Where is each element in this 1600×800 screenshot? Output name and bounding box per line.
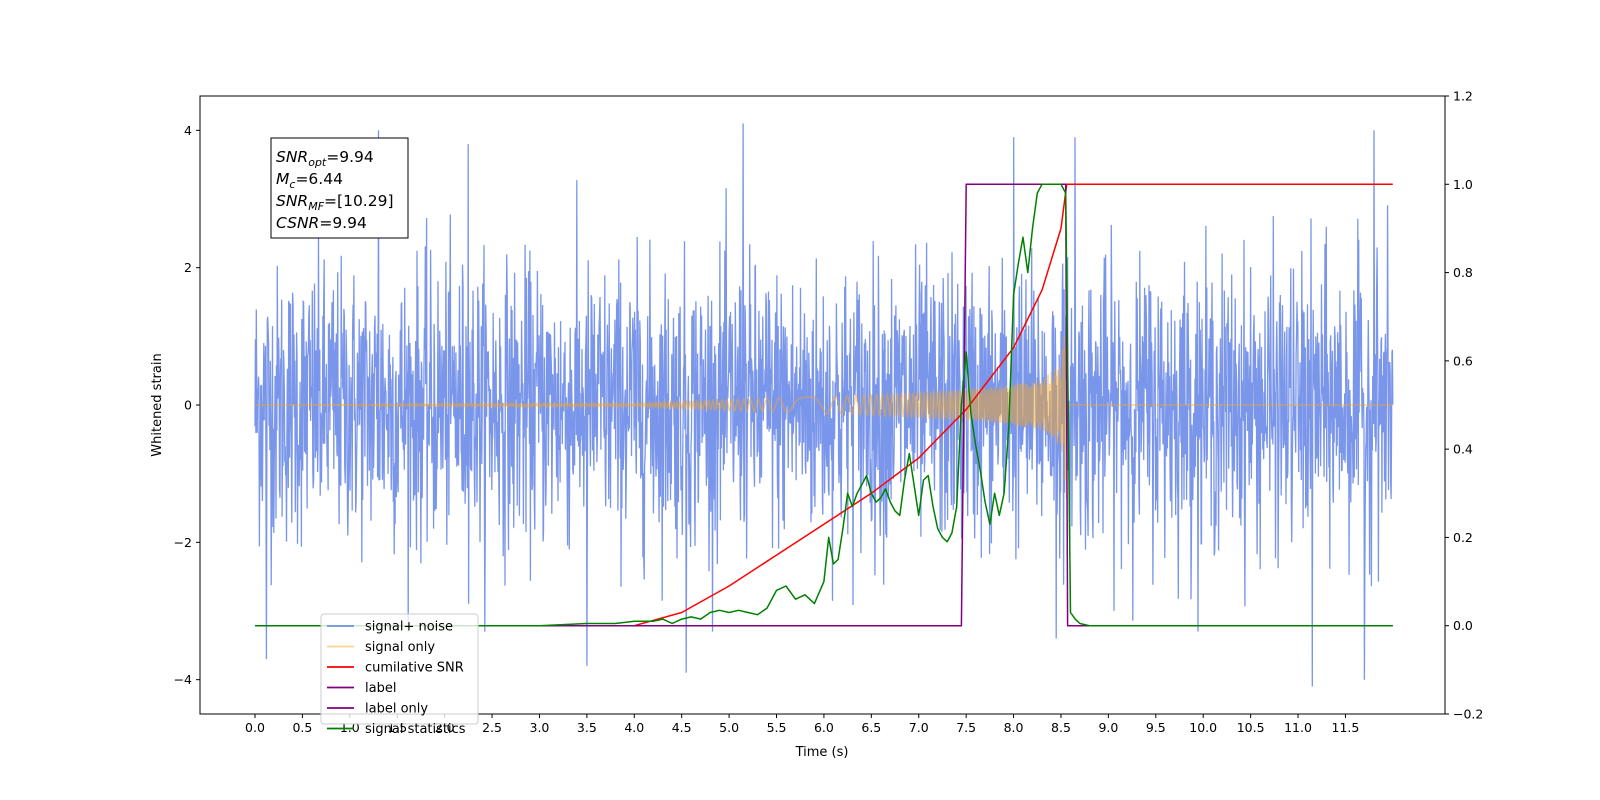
- legend-entry-cumilative-snr: cumilative SNR: [365, 661, 464, 676]
- y-right-tick-label: 1.0: [1453, 177, 1473, 192]
- y-right-tick-label: 0.6: [1453, 353, 1473, 368]
- x-tick-label: 8.0: [1004, 720, 1024, 735]
- annotation-symbol: M: [276, 170, 289, 188]
- x-tick-label: 5.0: [719, 720, 739, 735]
- x-tick-label: 4.0: [624, 720, 644, 735]
- x-axis-label: Time (s): [795, 745, 849, 760]
- data-layer: [254, 123, 1394, 687]
- x-tick-label: 10.5: [1237, 720, 1265, 735]
- legend-entry-label: label: [365, 681, 396, 696]
- y-right-tick-label: 0.8: [1453, 265, 1473, 280]
- y-right-tick-label: 0.0: [1453, 618, 1473, 633]
- x-tick-label: 8.5: [1051, 720, 1071, 735]
- legend-entry-signal-noise: signal+ noise: [365, 620, 453, 635]
- y-right-tick-label: 0.4: [1453, 442, 1473, 457]
- x-tick-label: 9.0: [1098, 720, 1118, 735]
- annotation-line: CSNR=9.94: [276, 214, 367, 232]
- y-right-tick-label: −0.2: [1453, 707, 1483, 722]
- legend-frame: [320, 613, 479, 725]
- x-tick-label: 11.5: [1332, 720, 1360, 735]
- annotation-subscript: opt: [308, 156, 327, 169]
- x-tick-label: 0.0: [245, 720, 265, 735]
- series-signal-statistics: [255, 183, 1393, 627]
- x-tick-label: 6.0: [814, 720, 834, 735]
- ticks-layer: 0.0 0.5 1.0 1.5 2.0 2.5 3.0 3.5 4.0 4.5 5.0 5.5 6.0 6…: [174, 89, 1484, 736]
- annotation-value: =[10.29]: [324, 192, 393, 210]
- x-tick-label: 11.0: [1284, 720, 1312, 735]
- annotation-subscript: MF: [308, 200, 324, 213]
- x-tick-label: 3.0: [530, 720, 550, 735]
- y-right-tick-label: 1.2: [1453, 89, 1473, 104]
- annotation-symbol: SNR: [276, 192, 308, 210]
- x-tick-label: 5.5: [767, 720, 787, 735]
- legend-entry-signal-only: signal only: [365, 640, 435, 655]
- y-left-tick-label: 4: [184, 123, 192, 138]
- x-tick-label: 10.0: [1189, 720, 1217, 735]
- x-tick-label: 9.5: [1146, 720, 1166, 735]
- y-right-tick-label: 0.2: [1453, 530, 1473, 545]
- legend: signal+ noise signal only cumilative SNR la…: [320, 613, 479, 737]
- x-tick-label: 7.5: [956, 720, 976, 735]
- x-tick-label: 0.5: [292, 720, 312, 735]
- annotation-line: SNRopt=9.94: [276, 148, 374, 169]
- annotation-line: Mc=6.44: [276, 170, 343, 191]
- x-tick-label: 3.5: [577, 720, 597, 735]
- legend-entry-label-only: label only: [365, 702, 428, 717]
- y-left-tick-label: −2: [174, 535, 192, 550]
- annotation-subscript: c: [289, 178, 295, 191]
- annotation-symbol: SNR: [276, 148, 308, 166]
- y-left-tick-label: 2: [184, 260, 192, 275]
- annotation-value: =6.44: [295, 170, 343, 188]
- y-left-tick-label: −4: [174, 672, 192, 687]
- x-tick-label: 7.0: [909, 720, 929, 735]
- x-tick-label: 6.5: [861, 720, 881, 735]
- annotation-line: SNRMF=[10.29]: [276, 192, 394, 213]
- annotation-value: =9.94: [326, 148, 374, 166]
- series-signal-only: [255, 335, 1393, 499]
- y-axis-label-left: Whitened strain: [150, 353, 165, 456]
- series-signal-noise: [254, 123, 1394, 687]
- annotation-frame: [270, 137, 409, 239]
- annotation-symbol: CSNR: [276, 214, 319, 232]
- y-left-tick-label: 0: [184, 398, 192, 413]
- legend-entry-signal-statistics: signal statistics: [365, 722, 466, 737]
- x-tick-label: 2.5: [482, 720, 502, 735]
- annotation-value: =9.94: [319, 214, 367, 232]
- x-tick-label: 4.5: [672, 720, 692, 735]
